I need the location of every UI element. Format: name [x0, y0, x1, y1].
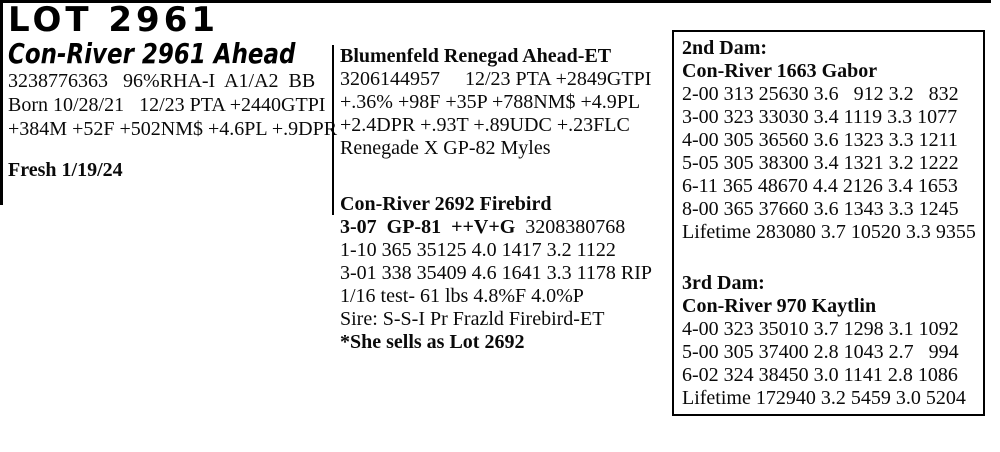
dam-name: Con-River 2692 Firebird: [340, 193, 552, 215]
dam-record-2: 3-01 338 35409 4.6 1641 3.3 1178 RIP: [340, 262, 653, 284]
second-dam-record-3: 4-00 305 36560 3.6 1323 3.3 1211: [682, 129, 958, 151]
sire-pta-line-1: +.36% +98F +35P +788NM$ +4.9PL: [340, 91, 641, 113]
third-dam-lifetime: Lifetime 172940 3.2 5459 3.0 5204: [682, 387, 966, 409]
dam-test-line: 1/16 test- 61 lbs 4.8%F 4.0%P: [340, 285, 584, 307]
second-dam-name: Con-River 1663 Gabor: [682, 60, 878, 82]
sire-name: Blumenfeld Renegad Ahead-ET: [340, 45, 612, 67]
second-dam-lifetime: Lifetime 283080 3.7 10520 3.3 9355: [682, 221, 976, 243]
second-dam-record-6: 8-00 365 37660 3.6 1343 3.3 1245: [682, 198, 959, 220]
animal-name: Con-River 2961 Ahead: [8, 37, 296, 70]
pedigree-divider: [332, 45, 334, 215]
dam-reg-number: 3208380768: [525, 216, 626, 238]
extended-pedigree-box: 2nd Dam: Con-River 1663 Gabor 2-00 313 2…: [672, 30, 985, 416]
sire-pta-line-2: +2.4DPR +.93T +.89UDC +.23FLC: [340, 114, 630, 136]
second-dam-record-4: 5-05 305 38300 3.4 1321 3.2 1222: [682, 152, 959, 174]
third-dam-record-3: 6-02 324 38450 3.0 1141 2.8 1086: [682, 364, 958, 386]
third-dam-section: 3rd Dam: Con-River 970 Kaytlin 4-00 323 …: [682, 272, 981, 410]
dam-record-1: 1-10 365 35125 4.0 1417 3.2 1122: [340, 239, 616, 261]
left-edge-divider: [0, 0, 3, 205]
second-dam-record-1: 2-00 313 25630 3.6 912 3.2 832: [682, 83, 959, 105]
second-dam-label: 2nd Dam:: [682, 37, 768, 59]
lot-summary-column: 3238776363 96%RHA-I A1/A2 BB Born 10/28/…: [8, 69, 338, 182]
pedigree-column: Blumenfeld Renegad Ahead-ET 3206144957 1…: [340, 45, 670, 354]
second-dam-record-5: 6-11 365 48670 4.4 2126 3.4 1653: [682, 175, 958, 197]
dam-block: Con-River 2692 Firebird 3-07 GP-81 ++V+G…: [340, 193, 670, 354]
second-dam-record-2: 3-00 323 33030 3.4 1119 3.3 1077: [682, 106, 958, 128]
third-dam-record-2: 5-00 305 37400 2.8 1043 2.7 994: [682, 341, 959, 363]
registration-line: 3238776363 96%RHA-I A1/A2 BB: [8, 70, 316, 92]
dam-sire-line: Sire: S-S-I Pr Frazld Firebird-ET: [340, 308, 605, 330]
lot-number-title: LOT 2961: [8, 0, 220, 40]
dam-sale-note: *She sells as Lot 2692: [340, 331, 525, 353]
second-dam-section: 2nd Dam: Con-River 1663 Gabor 2-00 313 2…: [682, 37, 981, 244]
dam-classification: 3-07 GP-81 ++V+G: [340, 216, 526, 238]
dam-classification-line: 3-07 GP-81 ++V+G 3208380768: [340, 216, 670, 239]
third-dam-record-1: 4-00 323 35010 3.7 1298 3.1 1092: [682, 318, 959, 340]
pta-detail-line: +384M +52F +502NM$ +4.6PL +.9DPR: [8, 118, 338, 140]
sire-cross-line: Renegade X GP-82 Myles: [340, 137, 551, 159]
fresh-date: Fresh 1/19/24: [8, 159, 123, 181]
sire-block: Blumenfeld Renegad Ahead-ET 3206144957 1…: [340, 45, 670, 160]
third-dam-name: Con-River 970 Kaytlin: [682, 295, 877, 317]
top-divider: [0, 0, 991, 3]
born-pta-line: Born 10/28/21 12/23 PTA +2440GTPI: [8, 94, 326, 116]
sire-reg-pta-line: 3206144957 12/23 PTA +2849GTPI: [340, 68, 652, 90]
third-dam-label: 3rd Dam:: [682, 272, 765, 294]
